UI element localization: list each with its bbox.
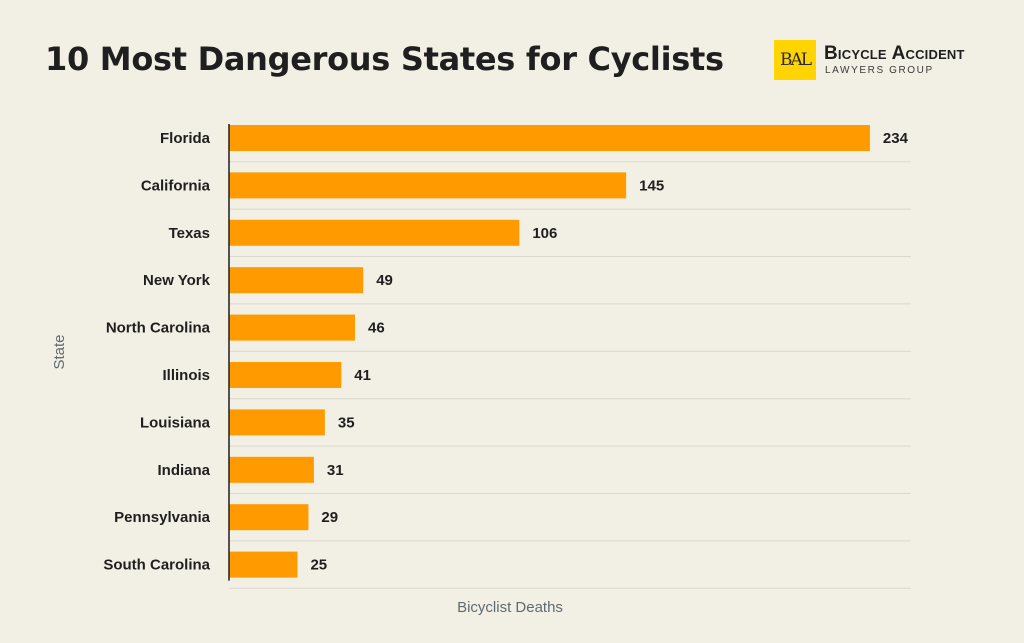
y-axis-title: State	[51, 334, 68, 369]
category-labels: Florida California Texas New York North Caro…	[103, 130, 210, 574]
data-label: 234	[883, 130, 909, 147]
category-label: New York	[143, 272, 211, 289]
bar	[229, 314, 355, 341]
bar	[229, 362, 342, 388]
bar	[229, 219, 520, 246]
data-label: 49	[376, 272, 393, 289]
category-label: Florida	[160, 130, 211, 147]
data-label: 41	[354, 367, 371, 384]
bar	[229, 267, 364, 294]
data-label: 25	[310, 557, 327, 574]
logo-subtitle: LAWYERS GROUP	[825, 65, 934, 76]
gridlines	[229, 161, 911, 589]
data-label: 29	[321, 509, 338, 526]
category-label: North Carolina	[106, 320, 211, 337]
bars	[229, 125, 870, 578]
value-labels: 234 145 106 49 46 41 35 31 29 25	[310, 130, 908, 574]
category-label: Indiana	[157, 462, 210, 479]
bar	[229, 551, 298, 578]
category-label: South Carolina	[103, 557, 210, 574]
data-label: 35	[338, 414, 355, 431]
logo-mark-icon: BAL	[774, 40, 816, 80]
data-label: 46	[368, 320, 385, 337]
category-label: California	[141, 177, 211, 194]
category-label: Illinois	[162, 367, 210, 384]
bar	[229, 409, 325, 436]
category-label: Pennsylvania	[114, 509, 211, 526]
logo-name: Bicycle Accident	[824, 43, 965, 64]
category-label: Louisiana	[140, 414, 211, 431]
x-axis-title: Bicyclist Deaths	[457, 599, 563, 616]
bar	[229, 125, 870, 151]
bar	[229, 504, 309, 531]
data-label: 145	[639, 177, 664, 194]
bar	[229, 456, 314, 483]
chart-title: 10 Most Dangerous States for Cyclists	[45, 40, 724, 78]
bar	[229, 172, 627, 199]
data-label: 31	[327, 462, 344, 479]
data-label: 106	[532, 225, 557, 242]
category-label: Texas	[169, 225, 210, 242]
